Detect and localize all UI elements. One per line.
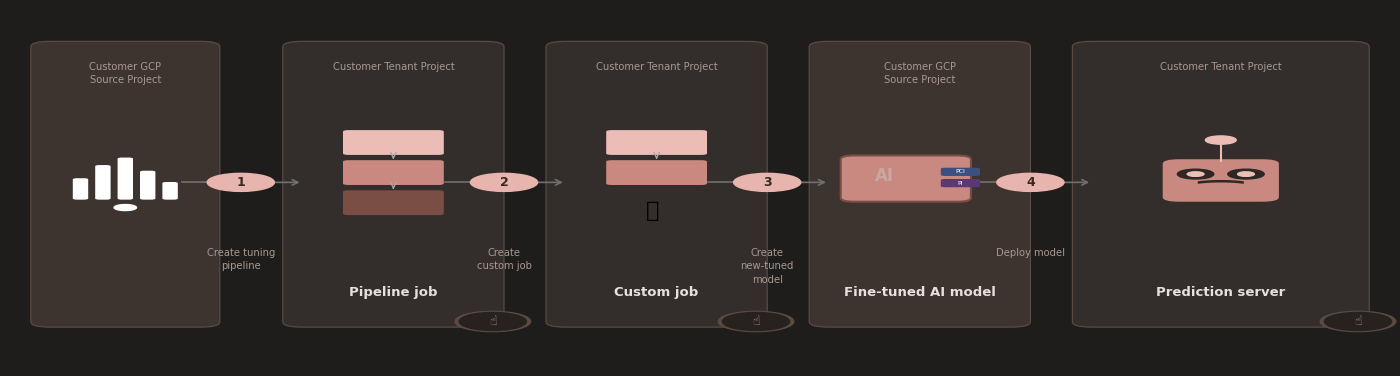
FancyBboxPatch shape (343, 160, 444, 185)
FancyBboxPatch shape (606, 160, 707, 185)
FancyBboxPatch shape (840, 156, 970, 202)
Text: Fine-tuned AI model: Fine-tuned AI model (844, 286, 995, 299)
Circle shape (997, 173, 1064, 191)
Circle shape (113, 205, 137, 211)
Text: ☝: ☝ (1354, 315, 1362, 328)
Circle shape (722, 312, 790, 331)
Text: PCI: PCI (955, 169, 966, 174)
FancyBboxPatch shape (31, 41, 220, 327)
Text: PI: PI (958, 180, 963, 186)
FancyBboxPatch shape (1165, 171, 1187, 186)
Text: 🔧: 🔧 (645, 201, 659, 221)
Circle shape (1205, 136, 1236, 144)
Text: Prediction server: Prediction server (1156, 286, 1285, 299)
Text: Customer GCP
Source Project: Customer GCP Source Project (90, 62, 161, 85)
FancyBboxPatch shape (941, 179, 980, 187)
Circle shape (718, 311, 794, 332)
FancyBboxPatch shape (343, 190, 444, 215)
Text: 3: 3 (763, 176, 771, 189)
FancyBboxPatch shape (1162, 159, 1278, 202)
Text: Customer Tenant Project: Customer Tenant Project (596, 62, 717, 72)
FancyBboxPatch shape (606, 130, 707, 155)
Circle shape (470, 173, 538, 191)
Text: 2: 2 (500, 176, 508, 189)
Text: Customer Tenant Project: Customer Tenant Project (1161, 62, 1281, 72)
Text: ☝: ☝ (752, 315, 760, 328)
Circle shape (1238, 172, 1254, 176)
Circle shape (207, 173, 274, 191)
FancyBboxPatch shape (283, 41, 504, 327)
Text: Create
custom job: Create custom job (476, 248, 532, 271)
Text: Create tuning
pipeline: Create tuning pipeline (207, 248, 274, 271)
Text: 1: 1 (237, 176, 245, 189)
Circle shape (1177, 169, 1214, 179)
FancyBboxPatch shape (140, 171, 155, 200)
FancyBboxPatch shape (941, 168, 980, 176)
Circle shape (1324, 312, 1392, 331)
Text: Deploy model: Deploy model (995, 248, 1065, 258)
Circle shape (1187, 172, 1204, 176)
FancyBboxPatch shape (73, 178, 88, 200)
FancyBboxPatch shape (1072, 41, 1369, 327)
Text: Create
new-tuned
model: Create new-tuned model (741, 248, 794, 285)
FancyBboxPatch shape (809, 41, 1030, 327)
Text: Customer Tenant Project: Customer Tenant Project (333, 62, 454, 72)
FancyBboxPatch shape (1254, 171, 1277, 186)
FancyBboxPatch shape (343, 130, 444, 155)
FancyBboxPatch shape (162, 182, 178, 200)
Circle shape (1228, 169, 1264, 179)
Text: Custom job: Custom job (615, 286, 699, 299)
Text: ☝: ☝ (489, 315, 497, 328)
Circle shape (734, 173, 801, 191)
Circle shape (459, 312, 526, 331)
FancyBboxPatch shape (546, 41, 767, 327)
Text: 4: 4 (1026, 176, 1035, 189)
Text: Customer GCP
Source Project: Customer GCP Source Project (883, 62, 956, 85)
Circle shape (1320, 311, 1396, 332)
FancyBboxPatch shape (118, 158, 133, 200)
Text: Pipeline job: Pipeline job (349, 286, 438, 299)
FancyBboxPatch shape (95, 165, 111, 200)
Circle shape (455, 311, 531, 332)
Text: AI: AI (875, 167, 895, 185)
